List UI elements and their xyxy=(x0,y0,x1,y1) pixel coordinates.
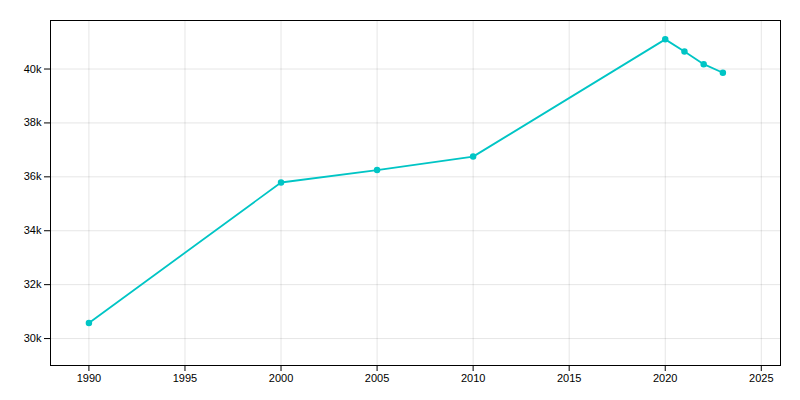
svg-text:2005: 2005 xyxy=(365,372,389,384)
svg-text:38k: 38k xyxy=(24,116,42,128)
svg-text:1995: 1995 xyxy=(173,372,197,384)
svg-text:2025: 2025 xyxy=(749,372,773,384)
svg-text:2000: 2000 xyxy=(269,372,293,384)
svg-text:36k: 36k xyxy=(24,170,42,182)
svg-text:30k: 30k xyxy=(24,332,42,344)
svg-text:40k: 40k xyxy=(24,63,42,75)
svg-text:2020: 2020 xyxy=(653,372,677,384)
svg-text:1990: 1990 xyxy=(77,372,101,384)
svg-text:2010: 2010 xyxy=(461,372,485,384)
svg-text:32k: 32k xyxy=(24,278,42,290)
svg-text:2015: 2015 xyxy=(557,372,581,384)
svg-text:34k: 34k xyxy=(24,224,42,236)
